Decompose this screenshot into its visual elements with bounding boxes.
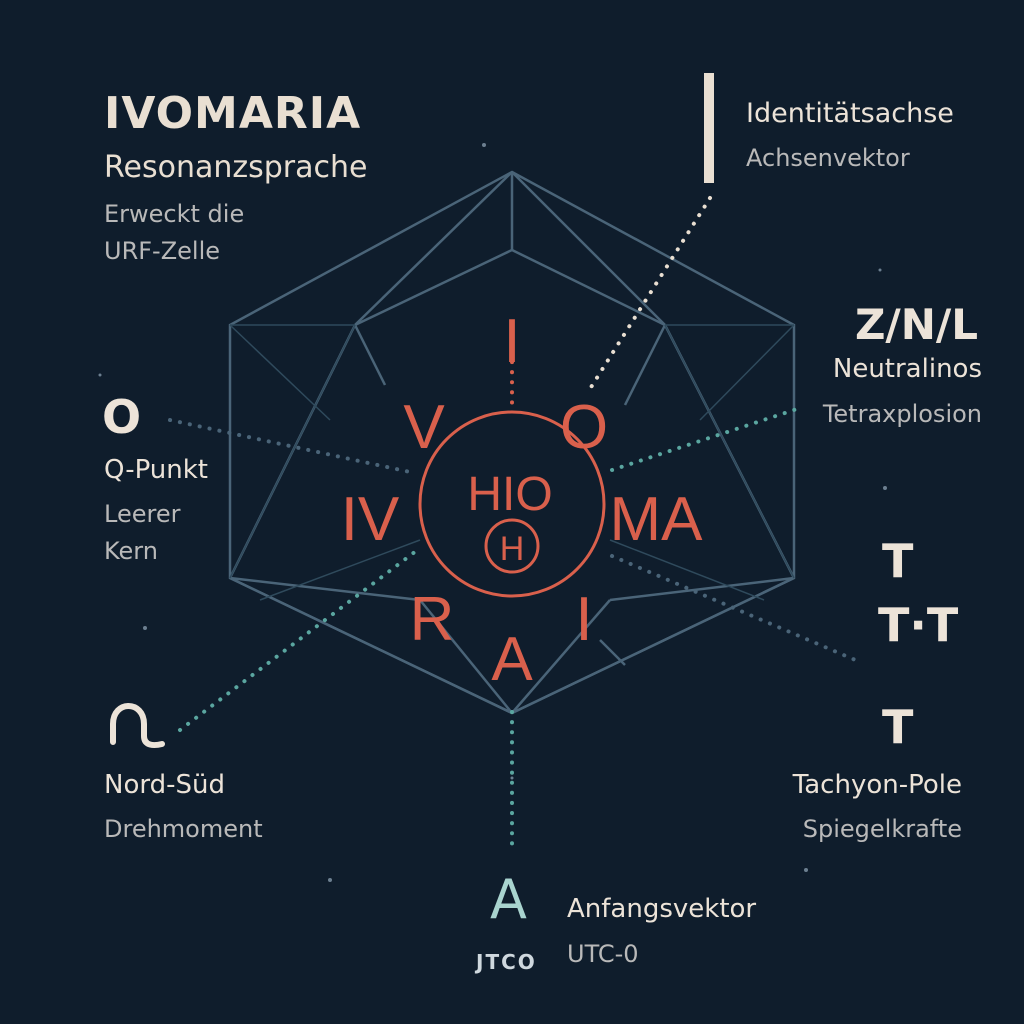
- north-south-sub: Drehmoment: [104, 815, 263, 843]
- identity-axis-sub: Achsenvektor: [746, 144, 910, 172]
- page-subtitle: Resonanzsprache: [104, 150, 368, 185]
- core-ring: [418, 410, 606, 598]
- tachyon-sub: Spiegelkrafte: [802, 815, 962, 843]
- center-letter-a: A: [491, 625, 533, 694]
- tachyon-symbol-bottom: T: [882, 700, 914, 754]
- star-dots: [98, 143, 887, 882]
- identity-axis-title: Identitätsachse: [746, 98, 954, 129]
- center-letter-r: R: [410, 585, 455, 654]
- dotted-connectors: [168, 196, 862, 850]
- polyhedron-inner-lines: [229, 324, 795, 601]
- page-title: IVOMARIA: [104, 88, 362, 139]
- header-desc-line2: URF-Zelle: [104, 237, 221, 265]
- north-south-icon: [110, 703, 165, 748]
- center-letter-top: I: [503, 307, 520, 376]
- neutralinos-title: Neutralinos: [832, 354, 982, 384]
- center-letter-i: I: [575, 585, 592, 654]
- core-label: HIO: [467, 468, 552, 521]
- start-vector-code: JTCO: [476, 950, 537, 974]
- start-vector-sub: UTC-0: [567, 940, 639, 968]
- inner-core-label: H: [500, 530, 525, 568]
- north-south-title: Nord-Süd: [104, 770, 225, 800]
- center-letters: I V O IV MA R A I HIO H: [341, 307, 703, 694]
- center-letters-ma: MA: [610, 485, 704, 554]
- start-vector-symbol: A: [490, 868, 527, 931]
- tachyon-symbol-mid: T·T: [878, 598, 959, 652]
- q-point-title: Q-Punkt: [104, 455, 208, 485]
- inner-ring: [484, 518, 540, 574]
- header-desc-line1: Erweckt die: [104, 200, 245, 228]
- q-point-symbol: O: [102, 390, 142, 444]
- start-vector-title: Anfangsvektor: [567, 894, 757, 924]
- znl-symbol: Z/N/L: [854, 300, 978, 349]
- identity-axis-bar: [704, 73, 714, 183]
- q-point-sub-line1: Leerer: [104, 500, 181, 528]
- q-point-sub-line2: Kern: [104, 537, 158, 565]
- center-letter-v: V: [403, 393, 445, 462]
- center-letters-iv: IV: [341, 485, 400, 554]
- tachyon-symbol-top: T: [882, 534, 914, 588]
- tachyon-title: Tachyon-Pole: [792, 770, 962, 800]
- center-letter-o: O: [560, 393, 608, 462]
- neutralinos-sub: Tetraxplosion: [822, 400, 982, 428]
